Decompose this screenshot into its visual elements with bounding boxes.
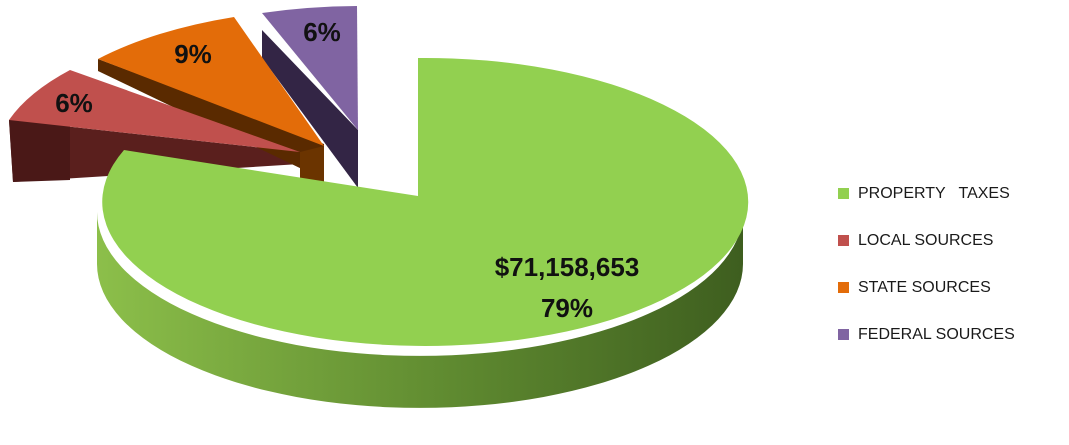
legend-label: STATE SOURCES — [858, 278, 991, 296]
pie-slice-local-sources — [9, 70, 300, 152]
legend-item-state-sources: STATE SOURCES — [838, 272, 1063, 303]
pie-slice-side-state-sources-radial — [300, 146, 324, 184]
legend-item-federal-sources: FEDERAL SOURCES — [838, 319, 1063, 350]
pie-slice-state-sources — [98, 17, 324, 146]
legend-swatch-property-taxes — [838, 188, 849, 199]
pie-slice-side-property-taxes — [97, 212, 743, 408]
legend-label: PROPERTY TAXES — [858, 184, 1010, 202]
legend-label: FEDERAL SOURCES — [858, 325, 1015, 343]
legend-label: LOCAL SOURCES — [858, 231, 994, 249]
pie-label-value-property-taxes: $71,158,653 — [495, 252, 640, 282]
pie-slice-property-taxes — [102, 57, 749, 346]
pie-label-percent-federal-sources: 6% — [303, 17, 341, 47]
pie-label-percent-property-taxes: 79% — [541, 293, 593, 323]
legend-swatch-state-sources — [838, 282, 849, 293]
pie-label-percent-local-sources: 6% — [55, 88, 93, 118]
legend-item-property-taxes: PROPERTY TAXES — [838, 178, 1063, 209]
pie-label-percent-state-sources: 9% — [174, 39, 212, 69]
legend-swatch-federal-sources — [838, 329, 849, 340]
chart-legend: PROPERTY TAXES LOCAL SOURCES STATE SOURC… — [838, 178, 1063, 366]
pie-slice-side-local-sources-outer — [9, 120, 70, 182]
pie-slice-side-federal-sources — [262, 30, 358, 188]
legend-item-local-sources: LOCAL SOURCES — [838, 225, 1063, 256]
pie-slice-federal-sources — [262, 6, 358, 130]
legend-swatch-local-sources — [838, 235, 849, 246]
